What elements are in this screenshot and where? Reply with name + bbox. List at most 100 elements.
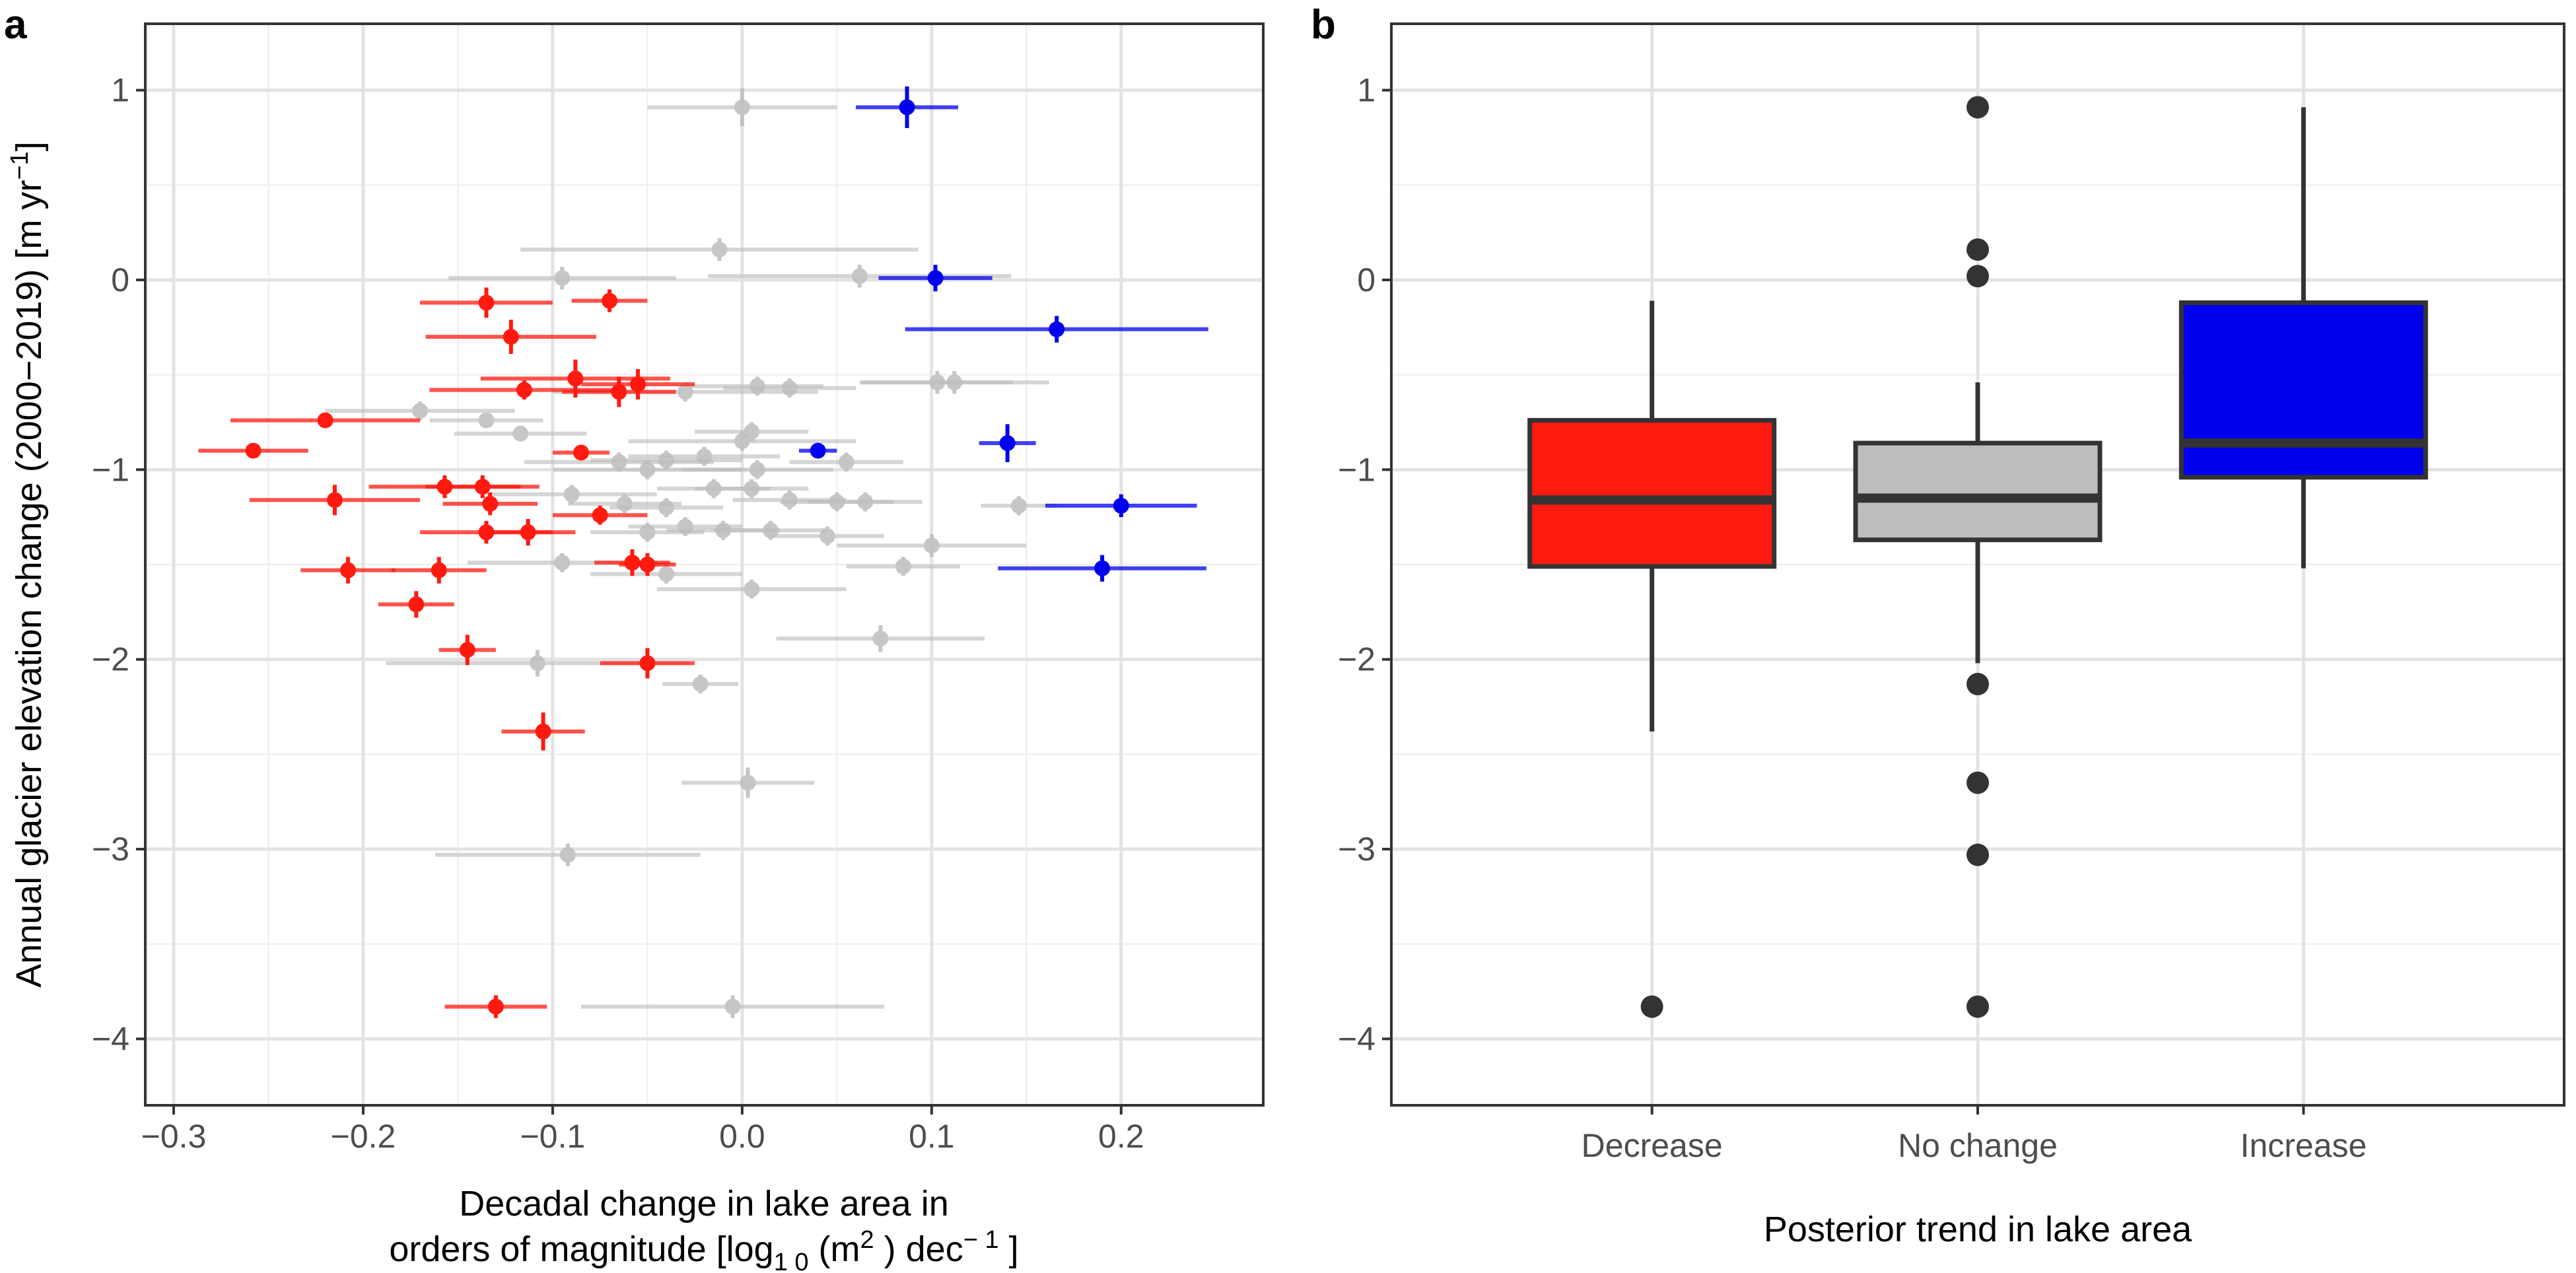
x-tick-label: 0.1	[909, 1118, 955, 1155]
y-tick-label: −2	[92, 641, 129, 678]
point-marker	[946, 374, 963, 391]
data-point-decrease	[425, 475, 540, 499]
y-tick-label: −1	[92, 451, 129, 488]
x-tick-label: 0.0	[719, 1118, 765, 1155]
point-marker	[592, 507, 608, 524]
data-point-decrease	[580, 369, 695, 399]
data-point-decrease	[392, 557, 487, 584]
point-marker	[573, 444, 589, 461]
point-marker	[749, 462, 765, 478]
point-marker	[819, 528, 836, 544]
panel-a-scatter-plot: a −0.3 −0.2 −0.1 0.0 0.1 0.2 −4 −3 −2 −1 0 1 Decad…	[4, 2, 1265, 1273]
x-tick-label: 0.2	[1098, 1118, 1144, 1155]
point-marker	[459, 642, 475, 658]
data-point-decrease	[300, 557, 396, 584]
panel-b-x-axis-title: Posterior trend in lake area	[1764, 1210, 2192, 1249]
point-marker	[744, 423, 760, 440]
data-point-no-change	[325, 401, 515, 421]
data-point-no-change	[776, 625, 985, 652]
data-point-no-change	[609, 498, 724, 518]
x-tick-label: −0.1	[520, 1118, 586, 1155]
y-tick-label: 0	[1357, 261, 1375, 298]
point-marker	[696, 448, 713, 465]
data-point-decrease	[442, 492, 538, 516]
panel-b-x-axis: Decrease No change Increase	[1582, 1105, 2367, 1164]
data-point-decrease	[562, 376, 676, 407]
outlier-point	[1967, 265, 1989, 288]
point-marker	[899, 99, 915, 116]
x-title-suffix: ]	[999, 1229, 1019, 1269]
x-title-unit: (m	[809, 1229, 860, 1269]
point-marker	[872, 631, 889, 647]
panel-a-data-marks	[198, 86, 1208, 1018]
data-point-no-change	[628, 446, 781, 466]
data-point-no-change	[681, 460, 833, 479]
data-point-no-change	[656, 579, 847, 599]
point-marker	[478, 412, 495, 429]
outlier-point	[1967, 843, 1989, 866]
box-no-change	[1853, 96, 2103, 1018]
data-point-decrease	[198, 442, 308, 459]
data-point-no-change	[859, 370, 1049, 394]
x-tick-label: Decrease	[1582, 1127, 1723, 1164]
point-marker	[838, 454, 854, 470]
outlier-point	[1967, 238, 1989, 261]
data-point-no-change	[435, 843, 701, 866]
point-marker	[1010, 497, 1027, 514]
data-point-decrease	[420, 287, 553, 318]
box-increase	[2178, 107, 2428, 568]
data-point-no-change	[662, 674, 739, 694]
panel-a-y-axis-title: Annual glacier elevation change (2000−20…	[6, 141, 49, 988]
data-point-no-change	[695, 422, 809, 442]
y-title-main: Annual glacier elevation change (2000−20…	[9, 180, 49, 988]
outlier-point	[1640, 995, 1663, 1018]
x-title-superscript-1: 2	[860, 1226, 874, 1254]
point-marker	[744, 481, 760, 497]
point-marker	[724, 998, 741, 1015]
point-marker	[326, 492, 343, 508]
data-point-no-change	[808, 492, 922, 512]
x-title-prefix: orders of magnitude [log	[389, 1229, 773, 1269]
data-point-no-change	[837, 534, 1027, 557]
point-marker	[567, 370, 584, 387]
panel-b-box-plot: b Decrease No change Increase −4 −3 −2 −1 0 1 P…	[1311, 2, 2565, 1249]
point-marker	[927, 270, 944, 287]
point-marker	[895, 558, 911, 574]
data-point-decrease	[552, 444, 610, 461]
point-marker	[810, 442, 826, 459]
data-point-no-change	[681, 767, 814, 798]
box-body	[1527, 418, 1777, 569]
point-marker	[630, 376, 646, 392]
point-marker	[692, 676, 709, 693]
point-marker	[559, 846, 576, 863]
point-marker	[554, 270, 571, 287]
point-marker	[512, 425, 529, 442]
y-tick-label: −4	[1338, 1020, 1375, 1057]
y-tick-label: 1	[1357, 72, 1375, 109]
data-point-increase	[878, 264, 992, 292]
data-point-increase	[998, 555, 1206, 582]
point-marker	[639, 462, 656, 478]
point-marker	[482, 496, 499, 512]
y-tick-label: −3	[92, 831, 129, 868]
point-marker	[317, 412, 333, 429]
point-marker	[431, 562, 447, 578]
point-marker	[611, 384, 627, 400]
data-point-no-change	[520, 238, 919, 261]
y-tick-label: −4	[92, 1020, 129, 1057]
data-point-no-change	[429, 412, 543, 429]
data-point-no-change	[846, 557, 960, 576]
box-body	[1853, 440, 2103, 543]
point-marker	[999, 435, 1016, 452]
data-point-no-change	[695, 479, 809, 499]
box-decrease	[1527, 300, 1777, 1018]
point-marker	[677, 384, 693, 400]
data-point-increase	[905, 316, 1208, 343]
data-point-decrease	[600, 648, 695, 679]
data-point-no-change	[590, 565, 742, 584]
x-title-superscript-2: − 1	[963, 1226, 999, 1254]
panel-a-grid	[145, 24, 1263, 1105]
data-point-no-change	[647, 88, 837, 127]
data-point-decrease	[230, 412, 421, 429]
